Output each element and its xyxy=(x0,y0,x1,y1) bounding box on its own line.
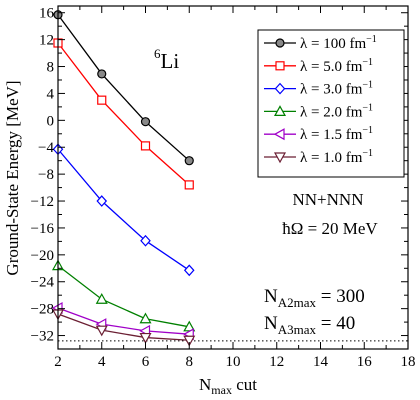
legend-label-main: λ = 1.5 fm xyxy=(300,127,363,143)
legend-entry: λ = 3.0 fm−1 xyxy=(264,80,373,98)
data-point xyxy=(184,156,194,166)
legend-entry: λ = 100 fm−1 xyxy=(264,34,377,52)
legend-entry: λ = 1.5 fm−1 xyxy=(264,125,373,143)
data-point xyxy=(140,234,151,247)
interaction-label: NN+NNN xyxy=(293,190,364,209)
na2max-suffix: = 300 xyxy=(316,286,365,307)
legend-swatch-marker xyxy=(273,128,285,141)
legend-label-exponent: −1 xyxy=(362,125,373,136)
legend-entry: λ = 1.0 fm−1 xyxy=(264,148,373,166)
data-point xyxy=(96,195,108,207)
data-point xyxy=(183,264,195,277)
x-tick-label: 4 xyxy=(98,354,106,370)
data-point xyxy=(140,141,151,151)
y-tick-label: 12 xyxy=(39,33,54,49)
series-6 xyxy=(51,309,196,347)
series-line xyxy=(57,265,190,328)
y-tick-label: 16 xyxy=(39,6,55,22)
x-tick-label: 2 xyxy=(54,354,62,370)
legend-label-main: λ = 100 fm xyxy=(300,36,366,52)
legend-swatch-marker xyxy=(275,61,285,71)
legend-entries: λ = 100 fm−1λ = 5.0 fm−1λ = 3.0 fm−1λ = … xyxy=(264,34,377,166)
y-tick-label: −28 xyxy=(31,302,54,318)
tick-layer: 2 4 6 8 10 12 14 16 181612840−4−8−12−16−20−24−28… xyxy=(31,6,416,370)
data-point xyxy=(95,292,108,304)
x-tick-label: 8 xyxy=(186,354,194,370)
legend-label: λ = 1.0 fm−1 xyxy=(300,148,373,166)
x-tick-label: 16 xyxy=(357,354,373,370)
legend-label: λ = 1.5 fm−1 xyxy=(300,125,373,143)
x-axis-title-sub: max xyxy=(211,383,232,397)
y-tick-label: 4 xyxy=(47,86,55,102)
y-tick-label: 0 xyxy=(47,113,55,129)
data-point xyxy=(184,180,194,190)
y-tick-label: −32 xyxy=(31,329,54,345)
legend-label: λ = 100 fm−1 xyxy=(300,34,377,52)
legend-label-exponent: −1 xyxy=(362,148,373,159)
x-axis-title-suffix: cut xyxy=(232,375,257,394)
y-tick-label: −16 xyxy=(31,221,55,237)
series-line xyxy=(57,307,190,335)
series-3 xyxy=(52,143,195,277)
x-tick-label: 14 xyxy=(313,354,329,370)
legend: λ = 100 fm−1λ = 5.0 fm−1λ = 3.0 fm−1λ = … xyxy=(257,29,405,178)
x-tick-label: 18 xyxy=(401,354,416,370)
nucleus-mass-number: 6 xyxy=(154,46,161,61)
series-line xyxy=(57,313,190,341)
na2max-label: NA2max = 300 xyxy=(264,286,365,310)
y-tick-label: −4 xyxy=(38,140,54,156)
na2max-prefix: N xyxy=(264,286,278,307)
na3max-prefix: N xyxy=(264,313,278,334)
legend-label-exponent: −1 xyxy=(366,34,377,45)
na2max-sub: A2max xyxy=(278,295,317,310)
legend-swatch-marker xyxy=(273,152,287,164)
series-line xyxy=(57,148,190,271)
y-tick-label: −8 xyxy=(38,167,54,183)
x-axis-title-main: N xyxy=(199,375,211,394)
legend-label-exponent: −1 xyxy=(362,102,373,113)
legend-swatch-marker xyxy=(273,105,287,117)
y-tick-label: −12 xyxy=(31,194,54,210)
y-tick-label: 8 xyxy=(47,60,55,76)
legend-entry: λ = 2.0 fm−1 xyxy=(264,102,373,120)
hbar-omega-label: ħΩ = 20 MeV xyxy=(282,219,378,238)
x-tick-label: 6 xyxy=(142,354,150,370)
legend-swatch-marker xyxy=(275,38,285,48)
x-axis-title: Nmax cut xyxy=(199,375,257,397)
legend-label-main: λ = 2.0 fm xyxy=(300,104,363,120)
na3max-suffix: = 40 xyxy=(316,313,355,334)
nucleus-label: 6Li xyxy=(154,46,179,73)
x-tick-label: 12 xyxy=(269,354,284,370)
data-point xyxy=(139,312,152,324)
y-tick-label: −24 xyxy=(31,275,55,291)
legend-label-main: λ = 3.0 fm xyxy=(300,82,363,98)
legend-label: λ = 2.0 fm−1 xyxy=(300,102,373,120)
data-point xyxy=(183,335,196,347)
legend-label-exponent: −1 xyxy=(362,80,373,91)
legend-entry: λ = 5.0 fm−1 xyxy=(264,57,373,75)
x-tick-label: 10 xyxy=(226,354,241,370)
series-line xyxy=(57,42,190,186)
data-point xyxy=(139,332,152,344)
data-point xyxy=(97,69,107,79)
legend-swatch-marker xyxy=(274,82,286,95)
series-line xyxy=(57,14,190,162)
na3max-sub: A3max xyxy=(278,322,317,337)
legend-label-exponent: −1 xyxy=(362,57,373,68)
data-point xyxy=(97,95,107,105)
y-axis-title: Ground-State Energy [MeV] xyxy=(3,80,22,275)
series-1 xyxy=(53,10,194,166)
na3max-label: NA3max = 40 xyxy=(264,313,355,337)
legend-label-main: λ = 5.0 fm xyxy=(300,59,363,75)
legend-label: λ = 5.0 fm−1 xyxy=(300,57,373,75)
legend-label-main: λ = 1.0 fm xyxy=(300,150,363,166)
series-layer xyxy=(51,10,196,347)
data-point xyxy=(95,325,108,337)
legend-label: λ = 3.0 fm−1 xyxy=(300,80,373,98)
data-point xyxy=(140,117,151,127)
y-tick-label: −20 xyxy=(31,248,54,264)
nucleus-symbol: Li xyxy=(161,49,180,73)
